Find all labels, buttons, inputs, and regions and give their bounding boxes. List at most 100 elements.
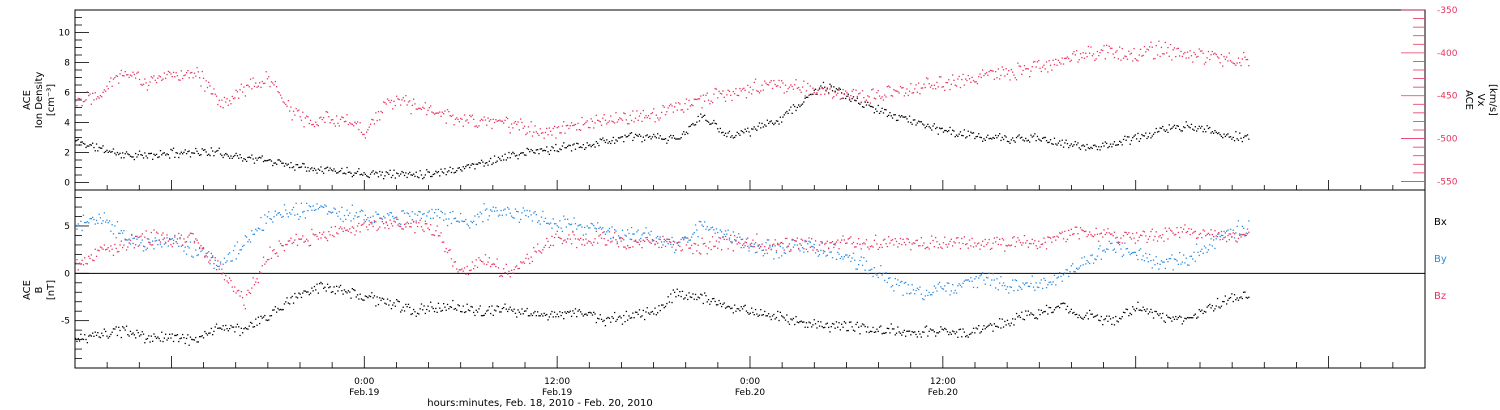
bz-point <box>784 237 787 240</box>
vx-point <box>1192 61 1194 63</box>
vx-point <box>539 128 541 130</box>
bz-point <box>620 240 622 242</box>
by-point <box>560 227 562 229</box>
by-point <box>801 247 804 249</box>
ion-density-point <box>488 160 490 162</box>
ion-density-point <box>834 90 836 92</box>
ion-density-point <box>266 159 269 162</box>
bz-point <box>420 226 423 228</box>
top-right-tick-label: -550 <box>1437 177 1458 187</box>
by-point <box>144 246 146 248</box>
vx-point <box>1193 51 1195 54</box>
bx-point <box>303 290 305 292</box>
vx-point <box>948 79 950 81</box>
by-point <box>424 220 426 222</box>
bx-point <box>523 310 526 312</box>
bx-point <box>778 319 780 322</box>
ion-density-point <box>1219 134 1221 136</box>
ion-density-point <box>1022 139 1024 141</box>
ion-density-point <box>154 154 156 157</box>
by-point <box>633 233 635 235</box>
vx-point <box>461 118 463 120</box>
bx-point <box>491 305 493 307</box>
ion-density-point <box>81 141 83 143</box>
bx-point <box>1205 311 1207 313</box>
ion-density-point <box>125 151 128 153</box>
bz-point <box>897 246 899 248</box>
vx-point <box>326 111 329 113</box>
by-point <box>180 245 182 247</box>
bz-point <box>1172 232 1174 234</box>
by-point <box>995 287 997 289</box>
vx-point <box>1169 43 1172 46</box>
by-point <box>774 245 776 247</box>
bx-point <box>697 296 699 298</box>
bz-point <box>354 234 356 236</box>
by-point <box>463 220 466 222</box>
bz-point <box>1177 231 1179 234</box>
ion-density-point <box>1014 141 1016 143</box>
bz-point <box>578 239 580 241</box>
vx-point <box>192 77 194 79</box>
ion-density-point <box>859 103 861 105</box>
by-point <box>505 214 507 216</box>
ion-density-point <box>478 162 480 164</box>
by-point <box>846 254 848 256</box>
bz-point <box>875 234 877 236</box>
ion-density-point <box>604 141 607 144</box>
bx-point <box>501 307 503 310</box>
bx-point <box>1070 308 1072 310</box>
ion-density-point <box>805 96 808 98</box>
bx-point <box>933 331 935 333</box>
ion-density-point <box>1196 130 1198 132</box>
bx-point <box>664 305 667 308</box>
bottom-left-tick-label: 5 <box>64 222 70 232</box>
bx-point <box>448 308 450 310</box>
bx-point <box>184 342 186 345</box>
ion-density-point <box>426 169 428 171</box>
by-point <box>413 220 415 222</box>
bx-point <box>985 326 988 328</box>
vx-point <box>1008 70 1010 72</box>
bx-point <box>769 316 771 318</box>
bx-point <box>232 326 235 328</box>
ion-density-point <box>1136 138 1138 140</box>
ion-density-point <box>98 146 100 149</box>
vx-point <box>1219 62 1221 64</box>
vx-point <box>814 93 817 95</box>
bx-point <box>1201 309 1203 311</box>
vx-point <box>636 110 638 112</box>
bz-point <box>664 245 667 247</box>
vx-point <box>141 84 143 86</box>
bz-point <box>876 243 878 245</box>
ion-density-point <box>1119 140 1121 142</box>
ion-density-point <box>138 150 141 152</box>
vx-point <box>955 85 958 87</box>
ion-density-point <box>497 156 500 158</box>
bx-point <box>440 310 442 312</box>
vx-point <box>640 112 642 115</box>
by-point <box>287 216 289 218</box>
vx-point <box>1102 49 1104 52</box>
by-point <box>527 216 530 218</box>
bz-point <box>792 246 795 248</box>
ion-density-point <box>551 146 553 148</box>
bx-point <box>1108 315 1110 317</box>
by-point <box>1031 275 1033 277</box>
by-point <box>542 210 544 213</box>
bx-point <box>821 325 823 328</box>
bz-point <box>949 240 951 243</box>
vx-point <box>875 98 877 100</box>
vx-point <box>353 125 355 127</box>
by-point <box>898 284 900 287</box>
ion-density-point <box>127 153 129 155</box>
ion-density-point <box>178 156 180 159</box>
by-point <box>697 236 699 238</box>
by-point <box>860 256 862 258</box>
by-point <box>971 280 973 282</box>
by-point <box>714 232 716 234</box>
by-point <box>163 243 165 245</box>
bz-point <box>388 227 390 230</box>
bx-point <box>1112 317 1114 319</box>
ion-density-point <box>905 116 907 118</box>
